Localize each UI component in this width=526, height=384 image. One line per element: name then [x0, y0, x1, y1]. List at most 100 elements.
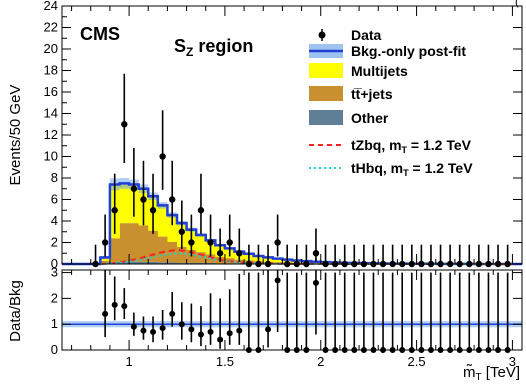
- bar-other: [138, 261, 149, 264]
- svg-text:Data: Data: [351, 27, 382, 43]
- bar-multijets: [157, 205, 168, 237]
- y-tick-label: 0: [51, 256, 58, 271]
- ratio-y-axis-title: Data/Bkg: [7, 280, 24, 342]
- ratio-y-tick-label: 0: [51, 342, 58, 357]
- y-tick-label: 12: [44, 127, 58, 142]
- bar-ttjets: [157, 236, 168, 263]
- ratio-point: [265, 326, 272, 333]
- ratio-point: [169, 310, 176, 317]
- data-point: [274, 239, 281, 246]
- ratio-point: [226, 330, 233, 337]
- bar-other: [157, 262, 168, 264]
- ratio-point: [274, 277, 281, 284]
- data-point: [159, 153, 166, 160]
- data-point: [149, 207, 157, 214]
- svg-text:Multijets: Multijets: [351, 63, 408, 79]
- legend-item-data: Data: [318, 27, 382, 43]
- svg-text:tHbq, mT = 1.2 TeV: tHbq, mT = 1.2 TeV: [351, 160, 473, 178]
- x-tick-label: 2: [317, 354, 324, 369]
- cms-label: CMS: [80, 24, 120, 44]
- bar-other: [148, 261, 159, 264]
- ratio-y-ticks: 0 1 2 3: [51, 265, 522, 357]
- bar-multijets: [119, 183, 130, 224]
- data-point: [216, 250, 224, 257]
- y-tick-label: 2: [51, 235, 58, 250]
- data-point: [226, 239, 233, 246]
- y-tick-label: 22: [44, 20, 58, 35]
- bar-other: [196, 262, 207, 264]
- data-point: [207, 239, 214, 246]
- bar-multijets: [167, 215, 178, 242]
- region-label: SZ region: [174, 36, 253, 59]
- legend-item-other: Other: [309, 110, 389, 126]
- ratio-point: [236, 327, 243, 334]
- data-point: [236, 250, 243, 257]
- bar-ttjets: [138, 225, 149, 262]
- ratio-y-tick-label: 3: [51, 265, 58, 280]
- ratio-point: [102, 310, 109, 317]
- x-tick-label: 1: [125, 354, 132, 369]
- ratio-points: [102, 270, 511, 353]
- bar-ttjets: [177, 246, 187, 263]
- data-point: [111, 207, 118, 214]
- bar-ttjets: [167, 241, 178, 263]
- y-tick-label: 10: [44, 149, 58, 164]
- bar-ttjets: [129, 223, 140, 262]
- y-tick-label: 18: [44, 63, 58, 78]
- ratio-point: [159, 325, 166, 332]
- ratio-x-ticks: 1 1.5 2 2.5 3: [71, 270, 516, 369]
- ratio-point: [207, 328, 214, 335]
- ratio-point: [217, 336, 224, 343]
- data-point: [312, 250, 320, 257]
- bar-other: [129, 261, 140, 264]
- ratio-plot-frame: [61, 269, 523, 351]
- bar-ttjets: [100, 260, 111, 263]
- bar-ttjets: [119, 223, 130, 262]
- ratio-panel: 0 1 2 3 1 1.5 2 2.5 3 Data/Bkg m̃T [TeV]: [7, 265, 523, 383]
- x-axis-title: m̃T [TeV]: [463, 364, 520, 383]
- y-tick-label: 14: [44, 106, 58, 121]
- legend-item-bkg: Bkg.-only post-fit: [309, 43, 466, 59]
- ratio-point: [312, 279, 319, 286]
- y-tick-label: 6: [51, 192, 58, 207]
- ratio-point: [197, 331, 204, 338]
- ratio-y-tick-label: 1: [51, 316, 58, 331]
- svg-text:Other: Other: [351, 110, 389, 126]
- ratio-point: [140, 327, 147, 334]
- legend-item-ttjets: tt̅+jets: [309, 86, 393, 102]
- ratio-point: [150, 328, 157, 335]
- bar-ttjets: [148, 230, 159, 262]
- svg-text:tZbq, mT = 1.2 TeV: tZbq, mT = 1.2 TeV: [351, 137, 472, 155]
- y-tick-label: 8: [51, 170, 58, 185]
- data-point: [130, 185, 138, 192]
- y-tick-label: 16: [44, 84, 58, 99]
- x-tick-label: 3: [509, 354, 516, 369]
- ratio-point: [121, 303, 128, 310]
- bar-other: [167, 262, 178, 264]
- svg-text:Bkg.-only post-fit: Bkg.-only post-fit: [351, 43, 466, 59]
- x-tick-label: 2.5: [408, 354, 426, 369]
- data-point: [101, 239, 109, 246]
- legend-item-thbq: tHbq, mT = 1.2 TeV: [309, 160, 473, 178]
- bar-multijets: [196, 234, 207, 253]
- data-point: [188, 239, 195, 246]
- y-axis-title: Events/50 GeV: [7, 85, 24, 186]
- data-point: [121, 121, 128, 128]
- data-point: [169, 196, 176, 203]
- svg-text:tt̅+jets: tt̅+jets: [351, 86, 393, 102]
- bar-ttjets: [196, 252, 207, 263]
- bar-other: [177, 262, 187, 264]
- x-tick-label: 1.5: [216, 354, 234, 369]
- bar-multijets: [272, 258, 283, 263]
- bar-other: [119, 261, 130, 264]
- y-tick-label: 4: [51, 213, 58, 228]
- data-points: [92, 73, 511, 268]
- ratio-point: [111, 301, 118, 308]
- corner-label: (: [515, 0, 519, 8]
- data-point: [197, 207, 205, 214]
- bar-other: [205, 262, 216, 264]
- y-tick-label: 20: [44, 41, 58, 56]
